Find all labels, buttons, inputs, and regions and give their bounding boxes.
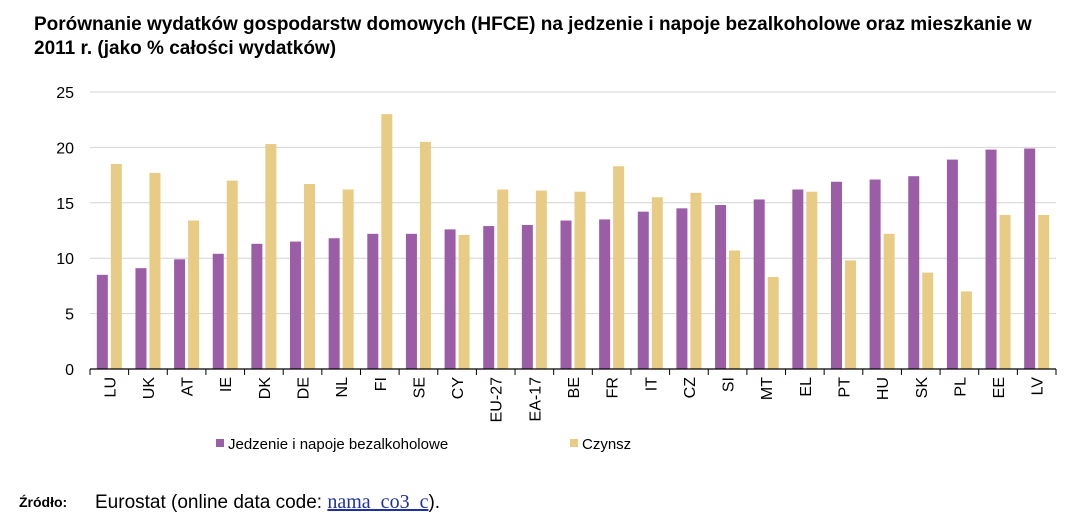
bar-jedzenie-hu [869, 179, 881, 369]
y-tick-label: 15 [56, 196, 74, 213]
source-text: Eurostat (online data code: nama_co3_c). [95, 491, 440, 514]
legend-label-jedzenie: Jedzenie i napoje bezalkoholowe [228, 436, 448, 453]
bar-jedzenie-fi [367, 233, 379, 369]
bar-czynsz-sk [922, 272, 934, 369]
legend: Jedzenie i napoje bezalkoholowe Czynsz [216, 436, 631, 453]
x-tick-label: UK [141, 377, 158, 400]
x-tick-label: SK [914, 377, 931, 399]
bar-jedzenie-cz [676, 208, 688, 369]
bar-jedzenie-uk [135, 268, 147, 369]
bar-czynsz-cy [458, 234, 470, 369]
bar-jedzenie-it [637, 211, 649, 369]
gridlines [90, 91, 1056, 315]
bar-czynsz-mt [767, 277, 779, 369]
bar-czynsz-se [419, 141, 431, 369]
x-tick-label: LV [1030, 377, 1047, 396]
bar-czynsz-el [806, 191, 818, 369]
bar-czynsz-si [729, 250, 741, 369]
x-tick-label: FR [605, 377, 622, 398]
x-tick-label: HU [875, 377, 892, 400]
bar-czynsz-fr [613, 166, 625, 369]
bar-jedzenie-dk [251, 243, 263, 369]
bar-czynsz-de [304, 183, 316, 369]
x-tick-label: DE [296, 377, 313, 399]
x-tick-label: EA-17 [527, 377, 544, 422]
bar-jedzenie-pt [830, 181, 842, 369]
bar-jedzenie-lu [96, 274, 108, 369]
bar-czynsz-ea-17 [535, 190, 547, 369]
source-label: Źródło: [19, 494, 68, 510]
x-tick-label: LU [102, 377, 119, 397]
y-tick-label: 0 [65, 362, 74, 379]
x-tick-label: BE [566, 377, 583, 398]
chart-title: Porównanie wydatków gospodarstw domowych… [34, 14, 1032, 59]
x-tick-label: PL [952, 377, 969, 397]
bar-jedzenie-at [174, 259, 186, 369]
bar-jedzenie-mt [753, 199, 765, 369]
bar-jedzenie-cy [444, 229, 456, 369]
bar-czynsz-lu [110, 164, 122, 369]
bar-jedzenie-ea-17 [521, 224, 533, 369]
bar-czynsz-at [188, 220, 200, 369]
x-tick-label: SI [721, 377, 738, 392]
legend-label-czynsz: Czynsz [582, 436, 631, 453]
x-axis: LU UK AT IE DK DE NL FI SE CY EU-27 EA-17 BE FR IT CZ SI… [89, 368, 1057, 422]
x-tick-label: FI [373, 377, 390, 391]
bar-czynsz-ie [226, 180, 238, 369]
bar-czynsz-pt [844, 260, 856, 369]
bar-jedzenie-ee [985, 149, 997, 369]
bar-jedzenie-de [290, 241, 302, 369]
bar-czynsz-fi [381, 114, 393, 369]
bar-jedzenie-sk [908, 176, 920, 369]
x-tick-label: IT [643, 377, 660, 391]
x-tick-label: MT [759, 377, 776, 400]
bar-jedzenie-se [405, 233, 417, 369]
legend-swatch-jedzenie [216, 439, 224, 447]
x-tick-label: NL [334, 377, 351, 398]
x-tick-label: PT [836, 377, 853, 398]
x-tick-label: EL [798, 377, 815, 397]
bar-czynsz-cz [690, 192, 702, 369]
bar-jedzenie-eu-27 [483, 226, 495, 369]
source-prefix: Eurostat (online data code: [95, 492, 328, 513]
bar-jedzenie-fr [599, 219, 611, 369]
bar-chart: 0 5 10 15 20 25 LU UK AT IE DK DE NL FI SE CY EU-27 EA-1… [56, 85, 1057, 453]
bar-jedzenie-be [560, 220, 572, 369]
y-tick-label: 25 [56, 85, 74, 102]
y-axis: 0 5 10 15 20 25 [56, 85, 74, 379]
bar-czynsz-ee [999, 214, 1011, 369]
bar-czynsz-it [651, 197, 663, 369]
y-tick-label: 20 [56, 140, 74, 157]
source-link[interactable]: nama_co3_c [327, 491, 429, 513]
y-tick-label: 5 [65, 307, 74, 324]
x-tick-label: EE [991, 377, 1008, 398]
bars [96, 114, 1050, 369]
bar-czynsz-pl [960, 291, 972, 369]
x-tick-label: CZ [682, 377, 699, 399]
x-tick-label: SE [411, 377, 428, 398]
bar-jedzenie-si [715, 205, 727, 369]
bar-jedzenie-pl [946, 159, 958, 369]
bar-czynsz-dk [265, 144, 277, 369]
x-tick-label: DK [257, 377, 274, 400]
legend-swatch-czynsz [570, 439, 578, 447]
x-tick-label: IE [218, 377, 235, 392]
x-tick-label: CY [450, 377, 467, 400]
bar-jedzenie-el [792, 189, 804, 369]
bar-czynsz-nl [342, 189, 354, 369]
bar-jedzenie-lv [1024, 148, 1036, 369]
x-tick-label: AT [180, 377, 197, 396]
bar-czynsz-be [574, 191, 586, 369]
bar-czynsz-hu [883, 233, 895, 369]
source-suffix: ). [428, 492, 441, 513]
bar-jedzenie-nl [328, 238, 340, 369]
x-tick-label: EU-27 [489, 377, 506, 422]
bar-czynsz-eu-27 [497, 189, 509, 369]
bar-jedzenie-ie [212, 253, 224, 369]
bar-czynsz-uk [149, 172, 161, 369]
bar-czynsz-lv [1038, 214, 1050, 369]
y-tick-label: 10 [56, 251, 74, 268]
